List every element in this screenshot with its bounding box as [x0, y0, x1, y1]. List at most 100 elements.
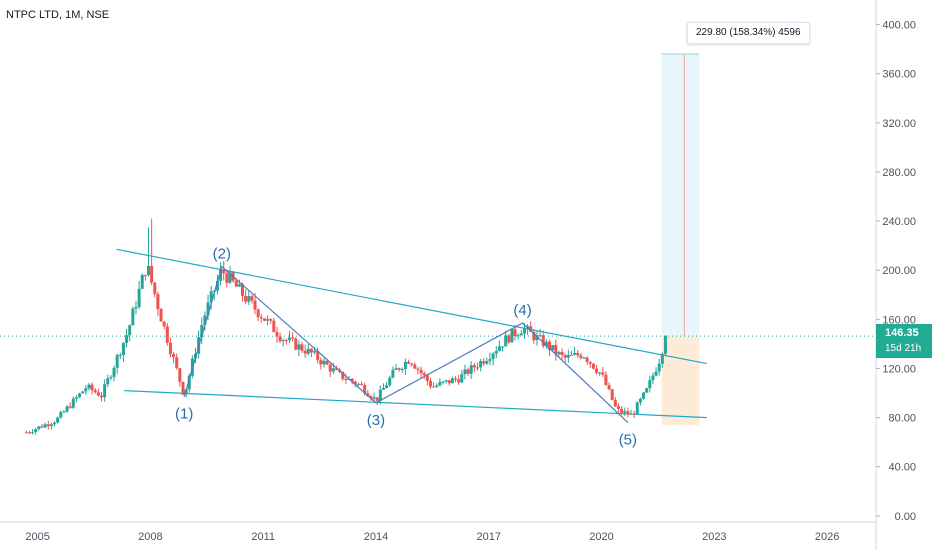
- y-tick-label: 240.00: [882, 216, 916, 228]
- candle-body: [585, 357, 589, 362]
- candle-body: [219, 269, 223, 281]
- wave-labels: (1) (2) (3) (4) (5): [175, 246, 637, 449]
- candle-body: [253, 300, 257, 310]
- candle-body: [294, 338, 298, 350]
- candle-body: [428, 380, 432, 387]
- candle-body: [121, 342, 125, 356]
- candle-body: [441, 381, 445, 383]
- candle-body: [287, 337, 291, 341]
- candle-body: [31, 432, 35, 434]
- axes[interactable]: 0.00 40.00 80.00 120.00 160.00 200.00 240.00 28…: [0, 0, 916, 550]
- candle-body: [510, 329, 514, 343]
- candle-body: [159, 309, 163, 322]
- candle-body: [391, 369, 395, 378]
- x-tick-label: 2005: [25, 531, 49, 543]
- candle-body: [319, 359, 323, 365]
- candle-body: [106, 378, 110, 385]
- candle-body: [494, 350, 498, 354]
- candle-body: [363, 384, 367, 394]
- candle-body: [541, 335, 545, 347]
- candle-body: [250, 296, 254, 301]
- candle-body: [519, 333, 523, 336]
- candle-body: [616, 406, 620, 409]
- candle-body: [200, 324, 204, 338]
- candle-body: [554, 345, 558, 355]
- candle-body: [381, 388, 385, 390]
- candle-body: [651, 375, 655, 381]
- candle-body: [563, 355, 567, 358]
- candle-body: [419, 369, 423, 374]
- candle-body: [165, 326, 169, 343]
- trendline-upper[interactable]: [116, 248, 707, 365]
- candle-body: [579, 355, 583, 358]
- candle-body: [322, 360, 326, 365]
- candle-body: [262, 318, 266, 321]
- candle-body: [328, 364, 332, 372]
- candle-body: [648, 380, 652, 389]
- candle-body: [291, 337, 295, 339]
- candle-body: [466, 369, 470, 374]
- candle-body: [610, 389, 614, 400]
- candle-body: [59, 412, 63, 418]
- elliott-wave-line[interactable]: [183, 265, 629, 423]
- last-price: 146.35: [885, 327, 919, 339]
- candle-body: [237, 284, 241, 287]
- candle-body: [96, 392, 100, 396]
- trendline-lower[interactable]: [124, 389, 707, 419]
- candle-body: [275, 332, 279, 337]
- candle-body: [78, 393, 82, 398]
- candle-body: [71, 398, 75, 408]
- candle-body: [432, 386, 436, 388]
- wave-path[interactable]: [183, 265, 629, 423]
- wave-label: (3): [367, 412, 385, 429]
- candle-body: [181, 381, 185, 395]
- candle-body: [341, 371, 345, 380]
- candle-body: [504, 335, 508, 347]
- candle-body: [482, 361, 486, 364]
- x-tick-label: 2014: [364, 531, 388, 543]
- candle-body: [187, 375, 191, 390]
- candle-body: [215, 280, 219, 291]
- candles: [24, 218, 667, 435]
- candle-body: [24, 432, 28, 434]
- candle-body: [422, 373, 426, 376]
- candle-body: [313, 351, 317, 353]
- candle-body: [416, 368, 420, 370]
- candle-body: [27, 432, 31, 434]
- candle-body: [613, 399, 617, 407]
- candle-body: [397, 368, 401, 370]
- candle-body: [115, 355, 119, 368]
- candle-body: [228, 272, 232, 283]
- candle-body: [74, 397, 78, 399]
- candle-body: [344, 379, 348, 381]
- candle-body: [604, 374, 608, 385]
- x-tick-label: 2020: [589, 531, 613, 543]
- candle-body: [632, 413, 636, 415]
- candle-body: [334, 368, 338, 370]
- candle-body: [557, 352, 561, 355]
- candle-body: [601, 372, 605, 375]
- y-tick-label: 400.00: [882, 20, 916, 32]
- candle-body: [37, 426, 41, 429]
- candle-body: [297, 344, 301, 350]
- candle-body: [635, 402, 639, 414]
- trendlines[interactable]: [116, 248, 707, 419]
- candle-body: [118, 355, 122, 357]
- candle-body: [172, 354, 176, 358]
- candle-body: [479, 361, 483, 368]
- candle-body: [150, 265, 154, 283]
- candle-body: [266, 319, 270, 321]
- chart-title: NTPC LTD, 1M, NSE: [6, 9, 110, 21]
- candle-body: [588, 361, 592, 364]
- candle-body: [497, 346, 501, 351]
- candle-body: [137, 288, 141, 307]
- candle-body: [385, 385, 389, 389]
- candle-body: [582, 357, 586, 359]
- candle-body: [284, 340, 288, 342]
- candle-body: [457, 379, 461, 383]
- candle-body: [356, 383, 360, 385]
- candle-body: [372, 397, 376, 399]
- x-tick-label: 2017: [477, 531, 501, 543]
